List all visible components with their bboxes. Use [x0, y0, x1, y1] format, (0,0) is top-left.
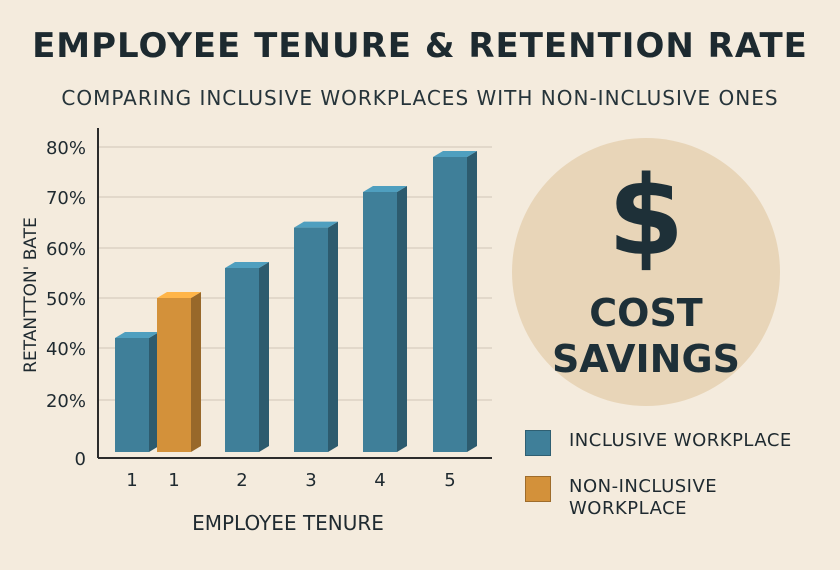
bar-side [397, 186, 407, 452]
x-tick-label: 3 [305, 470, 316, 491]
cost-savings-label: COST SAVINGS [551, 291, 741, 381]
bar-top [225, 262, 269, 268]
y-tick-label: 40% [46, 339, 86, 360]
cost-savings-callout: $ COST SAVINGS [512, 138, 780, 406]
x-tick-label: 5 [444, 470, 455, 491]
y-tick-label: 60% [46, 239, 86, 260]
legend-swatch-inclusive [525, 430, 551, 456]
bar-side [328, 221, 338, 452]
y-tick-label: 20% [46, 391, 86, 412]
x-tick-label: 4 [374, 470, 385, 491]
bar [363, 192, 397, 452]
x-axis-label: EMPLOYEE TENURE [192, 511, 384, 535]
bar-top [115, 332, 159, 338]
y-tick-label: 50% [46, 289, 86, 310]
bar-side [467, 151, 477, 452]
chart-legend: INCLUSIVE WORKPLACE NON-INCLUSIVE WORKPL… [525, 428, 825, 520]
bar-top [294, 221, 338, 228]
bar-side [259, 262, 269, 452]
x-tick-label: 1 [126, 470, 137, 491]
chart-subtitle: COMPARING INCLUSIVE WORKPLACES WITH NON-… [61, 86, 779, 110]
legend-label-inclusive: INCLUSIVE WORKPLACE [569, 430, 792, 451]
x-tick-label: 2 [236, 470, 247, 491]
legend-item-non-inclusive: NON-INCLUSIVE WORKPLACE [525, 474, 825, 519]
bar-side [191, 292, 201, 452]
x-tick-label: 1 [168, 470, 179, 491]
bar-top [363, 186, 407, 192]
bar-top [433, 151, 477, 157]
bar [433, 157, 467, 452]
bar-side [149, 332, 159, 452]
dollar-sign-icon: $ [607, 152, 685, 280]
bar [294, 227, 328, 452]
y-tick-label: 70% [46, 188, 86, 209]
y-axis-label: RETANTTON' BATE [21, 217, 41, 373]
legend-item-inclusive: INCLUSIVE WORKPLACE [525, 428, 825, 462]
bar [225, 268, 259, 452]
legend-swatch-non-inclusive [525, 476, 551, 502]
bar-top [157, 292, 201, 298]
legend-label-non-inclusive: NON-INCLUSIVE WORKPLACE [569, 476, 718, 519]
chart-title: EMPLOYEE TENURE & RETENTION RATE [32, 26, 808, 66]
bar [115, 338, 149, 452]
y-tick-label: 80% [46, 138, 86, 159]
y-tick-label: 0 [75, 449, 86, 470]
bar [157, 298, 191, 452]
